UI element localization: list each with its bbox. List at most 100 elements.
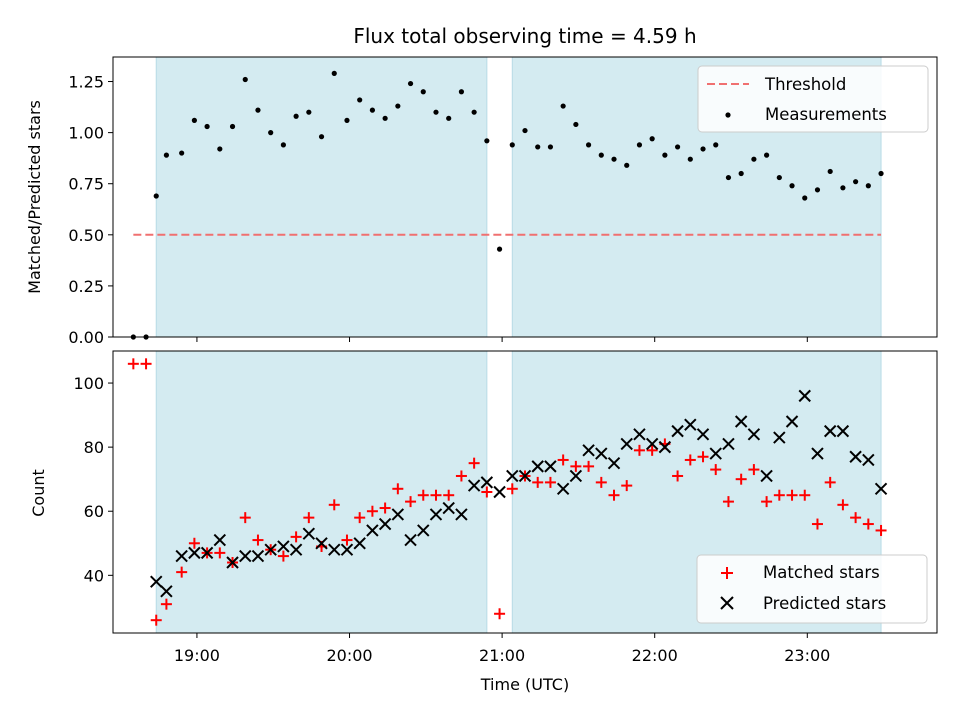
predicted-star-point-b — [150, 575, 163, 588]
predicted-star-point-b — [874, 482, 888, 496]
matched-star-point — [176, 566, 188, 578]
measurement-point — [395, 103, 401, 109]
predicted-star-point-b — [811, 447, 824, 460]
predicted-star-point — [671, 424, 684, 438]
y-tick-label: 0.50 — [68, 226, 104, 245]
measurement-point — [179, 150, 185, 156]
measurement-point — [713, 142, 719, 148]
legend-measurements-swatch — [725, 112, 731, 118]
predicted-star-point — [417, 524, 430, 537]
matched-star-point — [277, 550, 289, 562]
count-legend-box — [696, 554, 928, 624]
predicted-star-point — [442, 501, 455, 515]
y-tick-label: 0.00 — [68, 328, 104, 347]
predicted-star-point — [391, 508, 405, 521]
predicted-star-point — [645, 437, 659, 451]
ratio-y-ticks: 0.00 0.25 0.50 0.75 1.00 1.25 — [68, 73, 113, 347]
x-tick-label: 22:00 — [632, 646, 678, 665]
measurement-point — [725, 174, 732, 181]
matched-star-point — [188, 537, 200, 549]
measurement-point — [484, 138, 490, 144]
legend-matched-swatch — [721, 567, 733, 579]
predicted-star-point — [302, 527, 316, 540]
measurement-point — [268, 130, 274, 136]
measurement-point — [789, 183, 795, 189]
predicted-star-point-b — [378, 517, 392, 531]
measurement-point — [446, 115, 452, 121]
measurement-point — [242, 76, 248, 83]
measurement-point — [163, 152, 170, 158]
predicted-star-point — [480, 476, 494, 489]
predicted-star-point-b — [175, 549, 188, 563]
measurement-point — [420, 89, 426, 95]
matched-star-point — [633, 444, 645, 456]
measurement-point — [751, 156, 757, 162]
matched-star-point — [290, 531, 302, 543]
predicted-star-point — [709, 447, 722, 460]
predicted-star-point — [467, 479, 481, 492]
measurement-point — [280, 142, 286, 148]
matched-star-point — [481, 486, 493, 498]
predicted-star-point-b — [328, 543, 341, 556]
predicted-star-point — [607, 456, 621, 470]
ratio-legend-box — [697, 65, 929, 133]
matched-star-point — [127, 358, 139, 370]
y-tick-label: 1.00 — [68, 124, 104, 143]
predicted-star-point-b — [239, 549, 252, 563]
legend-measurements-label: Measurements — [765, 105, 887, 124]
predicted-star-point-b — [315, 537, 328, 550]
matched-star-point — [697, 451, 709, 463]
observing-windows — [155, 56, 882, 338]
predicted-star-point-b — [620, 437, 633, 451]
observing-window — [155, 350, 488, 634]
matched-star-point — [417, 489, 429, 501]
matched-star-point — [786, 489, 798, 501]
predicted-star-point-b — [302, 527, 316, 540]
measurement-point — [738, 170, 744, 177]
matched-star-point — [875, 524, 887, 536]
matched-star-point — [366, 505, 378, 517]
predicted-star-point-b — [506, 469, 519, 483]
matched-star-point — [214, 547, 226, 559]
predicted-star-point — [289, 543, 303, 556]
predicted-star-point-b — [734, 415, 748, 428]
predicted-star-point-b — [353, 537, 366, 550]
predicted-star-point-b — [480, 476, 494, 489]
matched-star-point — [824, 476, 836, 488]
predicted-star-point — [734, 415, 748, 428]
predicted-star-point-b — [709, 447, 722, 460]
predicted-star-point — [200, 546, 214, 560]
matched-star-point — [722, 496, 734, 508]
measurement-point — [598, 152, 604, 158]
predicted-star-point — [582, 444, 595, 457]
matched-star-point — [150, 614, 162, 626]
x-tick-label: 20:00 — [326, 646, 372, 665]
x-tick-label: 21:00 — [479, 646, 525, 665]
predicted-star-point-b — [633, 428, 646, 441]
matched-star-point — [646, 444, 658, 456]
matched-star-point — [811, 518, 823, 530]
x-axis-label: Time (UTC) — [480, 675, 569, 694]
measurement-point — [853, 179, 859, 185]
matched-star-point — [583, 460, 595, 472]
measurement-point — [331, 70, 337, 76]
predicted-star-point-b — [773, 431, 786, 444]
predicted-star-point-b — [862, 453, 875, 467]
y-tick-label: 100 — [73, 374, 104, 393]
predicted-star-point-b — [455, 508, 468, 521]
predicted-star-point — [823, 424, 837, 438]
predicted-star-point-b — [696, 428, 710, 441]
matched-star-point — [862, 518, 874, 530]
measurement-point — [878, 170, 884, 177]
predicted-star-point — [595, 447, 608, 460]
measurement-point — [535, 144, 541, 150]
ratio-x-ticks — [196, 337, 808, 342]
count-y-ticks: 40 60 80 100 — [73, 374, 113, 585]
measurement-point — [357, 97, 363, 103]
matched-star-point — [544, 476, 556, 488]
predicted-star-point — [188, 546, 201, 560]
ratio-y-axis-label: Matched/Predicted stars — [25, 100, 44, 294]
x-tick-label: 23:00 — [784, 646, 830, 665]
predicted-star-point — [556, 482, 570, 496]
measurement-point — [840, 185, 846, 191]
